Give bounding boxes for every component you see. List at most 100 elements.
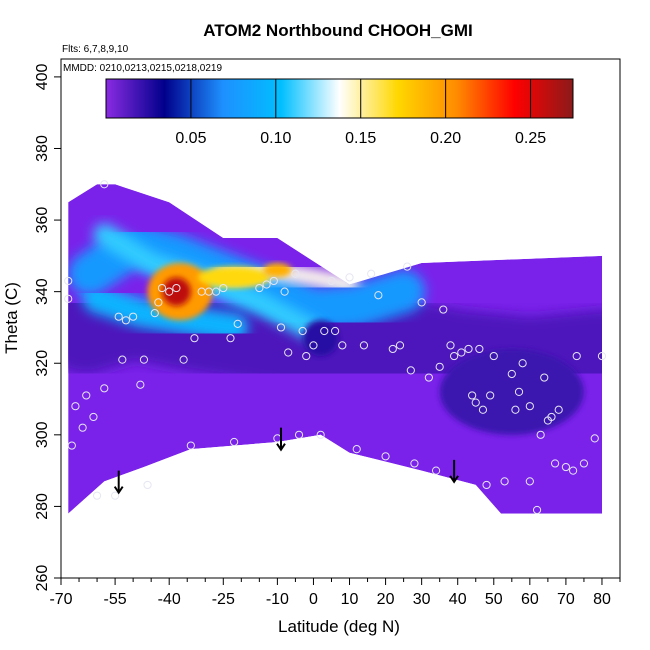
x-tick-label: 40 <box>449 591 467 608</box>
sample-point <box>547 412 556 422</box>
sample-point <box>338 341 347 350</box>
sample-point <box>136 380 145 389</box>
sample-point <box>154 298 163 307</box>
sample-point <box>500 477 509 486</box>
sample-point <box>507 369 516 379</box>
sample-point <box>554 405 563 414</box>
y-axis: 260 280 300 320 340 360 380 400 <box>34 63 61 591</box>
sample-point <box>302 351 311 361</box>
sample-point <box>579 459 589 468</box>
sample-point <box>172 283 181 293</box>
sample-point <box>143 480 152 490</box>
sample-point <box>150 309 159 318</box>
sample-point <box>367 269 376 278</box>
sample-point <box>464 344 473 354</box>
field-blob <box>198 266 271 289</box>
sample-point <box>450 351 459 361</box>
sample-point <box>110 491 120 500</box>
sample-point <box>118 355 127 364</box>
sample-point <box>280 287 289 296</box>
y-tick-label: 360 <box>34 207 51 234</box>
sample-point <box>550 459 560 468</box>
sample-point <box>226 334 235 343</box>
sample-point <box>406 366 415 375</box>
sample-point <box>525 402 534 411</box>
sample-point <box>439 305 448 314</box>
sample-point <box>100 384 109 393</box>
sample-point <box>395 341 405 350</box>
arrow-marker <box>449 459 459 484</box>
x-tick-label: -40 <box>158 591 181 608</box>
sample-point <box>561 462 571 472</box>
sample-points <box>64 180 607 515</box>
sample-point <box>114 312 123 321</box>
sample-point <box>536 430 545 439</box>
sample-point <box>388 344 397 354</box>
sample-point <box>276 323 286 332</box>
x-tick-label: 10 <box>341 591 359 608</box>
sample-point <box>590 434 599 443</box>
sample-point <box>165 287 174 296</box>
colorbar-scale <box>105 78 574 119</box>
y-tick-label: 340 <box>34 278 51 305</box>
sample-point <box>514 387 524 396</box>
sample-point <box>64 276 73 286</box>
field-blob <box>262 263 292 278</box>
colorbar-tick-label: 0.25 <box>515 130 546 147</box>
sample-point <box>92 491 102 500</box>
sample-point <box>486 391 495 400</box>
arrow-marker <box>276 427 286 452</box>
x-tick-label: 20 <box>377 591 395 608</box>
sample-point <box>129 312 138 321</box>
colorbar-tick-label: 0.15 <box>345 130 376 147</box>
x-tick-label: -25 <box>212 591 235 608</box>
x-tick-label: 70 <box>557 591 575 608</box>
sample-point <box>381 452 390 461</box>
sample-point <box>468 391 477 400</box>
sample-point <box>359 341 369 350</box>
y-tick-label: 320 <box>34 350 51 377</box>
sample-point <box>179 355 188 364</box>
sample-point <box>417 298 426 307</box>
x-tick-label: 0 <box>309 591 318 608</box>
sample-point <box>489 351 498 361</box>
sample-point <box>82 391 91 400</box>
sample-point <box>525 477 534 486</box>
sample-point <box>157 283 167 293</box>
x-tick-label: 60 <box>521 591 539 608</box>
sample-point <box>446 341 455 350</box>
colorbar-tick-label: 0.05 <box>175 130 206 147</box>
sample-point <box>89 412 98 422</box>
sample-point <box>569 466 578 475</box>
sample-point <box>410 459 419 468</box>
sample-point <box>478 405 488 414</box>
sample-point <box>139 355 149 364</box>
plot-frame <box>60 58 621 579</box>
sample-point <box>471 398 480 407</box>
sample-point <box>518 359 527 368</box>
sample-point <box>78 423 87 432</box>
colorbar-tick-label: 0.10 <box>260 130 291 147</box>
sample-point <box>345 273 354 282</box>
sample-point <box>294 430 304 439</box>
sample-point <box>352 445 361 454</box>
sample-point <box>374 291 383 300</box>
sample-point <box>327 276 336 286</box>
sample-point <box>255 283 264 293</box>
sample-point <box>233 319 242 328</box>
sample-point <box>269 276 278 286</box>
sample-point <box>230 437 239 447</box>
sample-point <box>298 326 307 336</box>
sample-point <box>597 351 607 361</box>
sample-point <box>403 262 412 271</box>
sample-point <box>309 341 318 350</box>
sample-point <box>291 269 300 278</box>
sample-point <box>67 441 76 450</box>
sample-point <box>211 287 221 296</box>
sample-point <box>482 480 491 490</box>
sample-point <box>457 348 466 357</box>
field-blob <box>439 348 584 435</box>
x-tick-label: 50 <box>485 591 503 608</box>
x-axis: -70 -55 -40 -25 -10 0 10 20 30 40 50 60 70 80 <box>49 578 621 608</box>
